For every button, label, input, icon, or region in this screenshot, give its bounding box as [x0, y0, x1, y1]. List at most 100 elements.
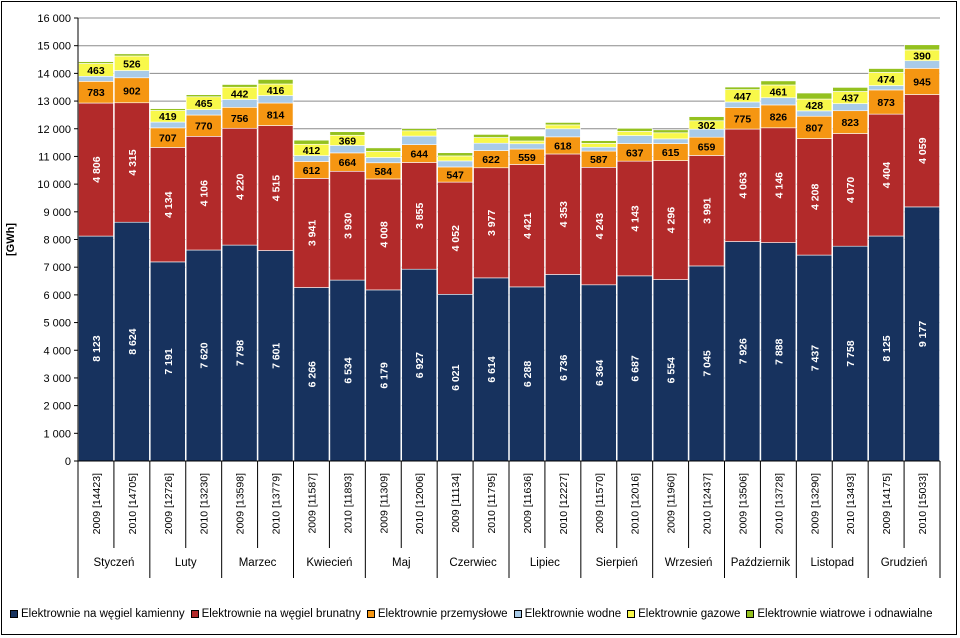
data-label: 873: [877, 97, 895, 109]
y-tick-label: 1 000: [43, 428, 71, 440]
bar-segment: [904, 44, 940, 51]
bar-segment: [293, 139, 330, 145]
data-label: 823: [841, 117, 859, 129]
y-tick-label: 13 000: [37, 96, 71, 108]
data-label: 461: [770, 86, 788, 98]
bar-segment: [832, 103, 869, 112]
bar-segment: [509, 140, 545, 145]
data-label: 814: [267, 109, 285, 121]
y-tick-label: 5 000: [43, 318, 71, 330]
data-label: 4 353: [558, 201, 570, 227]
data-label: 419: [159, 111, 177, 123]
bar-segment: [580, 140, 617, 144]
bar-segment: [401, 162, 438, 270]
data-label: 547: [446, 170, 464, 182]
data-label: 9 177: [917, 321, 929, 347]
data-label: 4 404: [881, 162, 893, 188]
data-label: 6 288: [522, 361, 534, 387]
data-label: 7 798: [235, 340, 247, 366]
bar-segment: [473, 142, 509, 151]
legend-swatch: [746, 610, 755, 618]
bar-segment: [545, 122, 581, 126]
legend-item: Elektrownie wodne: [513, 608, 622, 620]
month-label: Czerwiec: [449, 557, 497, 569]
bar-segment: [616, 275, 653, 462]
y-tick-label: 10 000: [37, 179, 71, 191]
bar-segment: [580, 146, 617, 152]
bar-segment: [796, 254, 833, 462]
y-tick-label: 16 000: [37, 13, 71, 25]
data-label: 4 146: [773, 172, 785, 198]
x-category-label: 2009 [11309]: [378, 473, 390, 534]
data-label: 826: [770, 111, 788, 123]
y-tick-label: 2 000: [43, 401, 71, 413]
bar-segment: [401, 130, 438, 137]
bar-segment: [580, 143, 617, 148]
bar-segment: [185, 94, 222, 98]
bar-segment: [185, 136, 222, 251]
data-label: 4 315: [127, 149, 139, 175]
bar-segment: [78, 235, 114, 462]
x-category-label: 2010 [12006]: [414, 473, 426, 534]
x-category-label: 2009 [13290]: [809, 473, 821, 534]
bar-segment: [545, 128, 581, 138]
bar-segment: [652, 160, 689, 280]
bar-segment: [652, 138, 689, 144]
bar-segment: [78, 102, 114, 237]
x-category-label: 2010 [12016]: [630, 473, 642, 534]
x-category-label: 2009 [11636]: [522, 473, 534, 534]
bar-segment: [509, 164, 545, 288]
x-category-label: 2009 [11134]: [450, 473, 462, 533]
bar-segment: [580, 284, 617, 462]
data-label: 618: [554, 140, 572, 152]
data-label: 4 052: [450, 225, 462, 251]
bar-segment: [545, 124, 581, 130]
bar-segment: [688, 116, 725, 122]
data-label: 6 614: [486, 356, 498, 382]
bar-segment: [509, 286, 545, 462]
bar-segment: [652, 129, 689, 134]
y-tick-label: 4 000: [43, 345, 71, 357]
data-label: 4 063: [737, 172, 749, 198]
y-tick-label: 14 000: [37, 68, 71, 80]
data-label: 622: [482, 154, 500, 166]
legend-swatch: [190, 610, 199, 618]
legend-item: Elektrownie na węgiel brunatny: [190, 608, 361, 620]
bar-segment: [688, 265, 725, 462]
legend-label: Elektrownie przemysłowe: [377, 608, 508, 620]
bar-segment: [724, 241, 761, 462]
y-tick-label: 12 000: [37, 124, 71, 136]
x-category-label: 2010 [13728]: [773, 473, 785, 534]
bar-segment: [401, 135, 438, 145]
bar-segment: [437, 293, 473, 462]
bar-segment: [868, 68, 904, 73]
month-label: Luty: [175, 557, 197, 569]
y-axis-label: [GWh]: [5, 223, 17, 256]
bar-segment: [221, 84, 258, 88]
bar-segment: [221, 127, 258, 246]
x-category-label: 2010 [13230]: [199, 473, 211, 534]
bar-segment: [509, 143, 545, 150]
legend-label: Elektrownie gazowe: [638, 608, 741, 620]
y-tick-label: 6 000: [43, 290, 71, 302]
y-tick-label: 9 000: [43, 207, 71, 219]
bar-segment: [114, 221, 150, 462]
month-label: Maj: [392, 557, 411, 569]
bar-segment: [868, 85, 904, 91]
data-label: 6 364: [594, 360, 606, 386]
bar-segment: [545, 274, 581, 462]
month-label: Wrzesień: [665, 557, 713, 569]
bar-segment: [114, 102, 150, 223]
legend-label: Elektrownie wodne: [524, 608, 622, 620]
data-label: 637: [626, 147, 644, 159]
legend-swatch: [366, 610, 375, 618]
data-label: 945: [913, 76, 931, 88]
data-label: 463: [87, 65, 105, 77]
legend-label: Elektrownie wiatrowe i odnawialne: [757, 608, 933, 620]
data-label: 4 421: [522, 212, 534, 238]
legend-item: Elektrownie przemysłowe: [366, 608, 508, 620]
data-label: 428: [806, 100, 824, 112]
data-label: 8 123: [91, 335, 103, 361]
bar-segment: [724, 128, 761, 242]
x-category-label: 2009 [11960]: [666, 473, 678, 534]
